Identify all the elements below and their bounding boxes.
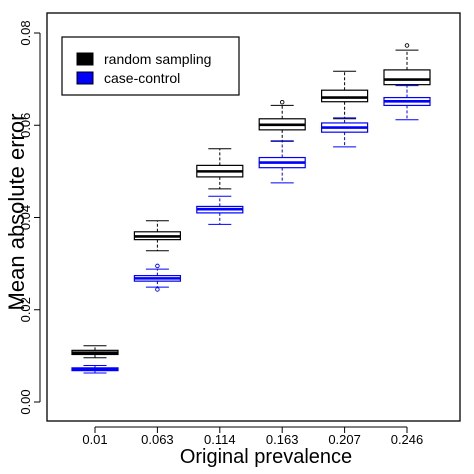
- box-iqr: [383, 69, 431, 86]
- x-tick-label-1: 0.063: [141, 432, 174, 447]
- box-case-control-4: [321, 117, 369, 148]
- box-case-control-2: [196, 195, 244, 225]
- y-axis: 0.00 0.02 0.04 0.06 0.08: [18, 20, 41, 415]
- legend-label-case-control: case-control: [104, 70, 180, 86]
- outlier-point-0: [279, 99, 285, 105]
- plot-frame: [46, 12, 461, 422]
- box-random-sampling-2: [196, 148, 244, 190]
- y-tick-label-2: 0.04: [18, 205, 33, 230]
- boxes-layer: [71, 43, 431, 374]
- x-axis: 0.01 0.063 0.114 0.163 0.207 0.246: [82, 426, 424, 447]
- box-case-control-3: [258, 140, 306, 184]
- box-random-sampling-4: [321, 70, 369, 120]
- x-tick-label-2: 0.114: [204, 432, 236, 447]
- y-tick-label-0: 0.00: [18, 389, 33, 414]
- legend-label-random-sampling: random sampling: [104, 51, 211, 67]
- y-axis-title: Mean absolute error: [4, 114, 29, 311]
- x-tick-label-0: 0.01: [82, 432, 107, 447]
- x-tick-label-4: 0.207: [328, 432, 361, 447]
- box-case-control-1: [133, 263, 181, 292]
- x-tick-label-5: 0.246: [391, 432, 424, 447]
- legend-frame: [61, 36, 240, 96]
- legend: random sampling case-control: [61, 36, 240, 96]
- box-case-control-5: [383, 85, 431, 121]
- outlier-point-1: [155, 287, 160, 292]
- y-tick-label-4: 0.08: [18, 20, 33, 45]
- y-tick-label-3: 0.06: [18, 113, 33, 138]
- box-random-sampling-1: [133, 220, 181, 252]
- legend-swatch-case-control: [76, 71, 94, 85]
- box-case-control-0: [71, 365, 119, 374]
- x-axis-title: Original prevalence: [180, 446, 352, 468]
- box-random-sampling-3: [258, 99, 306, 142]
- box-iqr: [321, 89, 369, 103]
- legend-swatch-random-sampling: [76, 52, 94, 66]
- y-tick-label-1: 0.02: [18, 297, 33, 322]
- box-random-sampling-5: [383, 43, 431, 106]
- x-tick-label-3: 0.163: [266, 432, 299, 447]
- box-random-sampling-0: [71, 345, 119, 359]
- outlier-point-0: [404, 43, 410, 48]
- outlier-point-0: [155, 263, 160, 269]
